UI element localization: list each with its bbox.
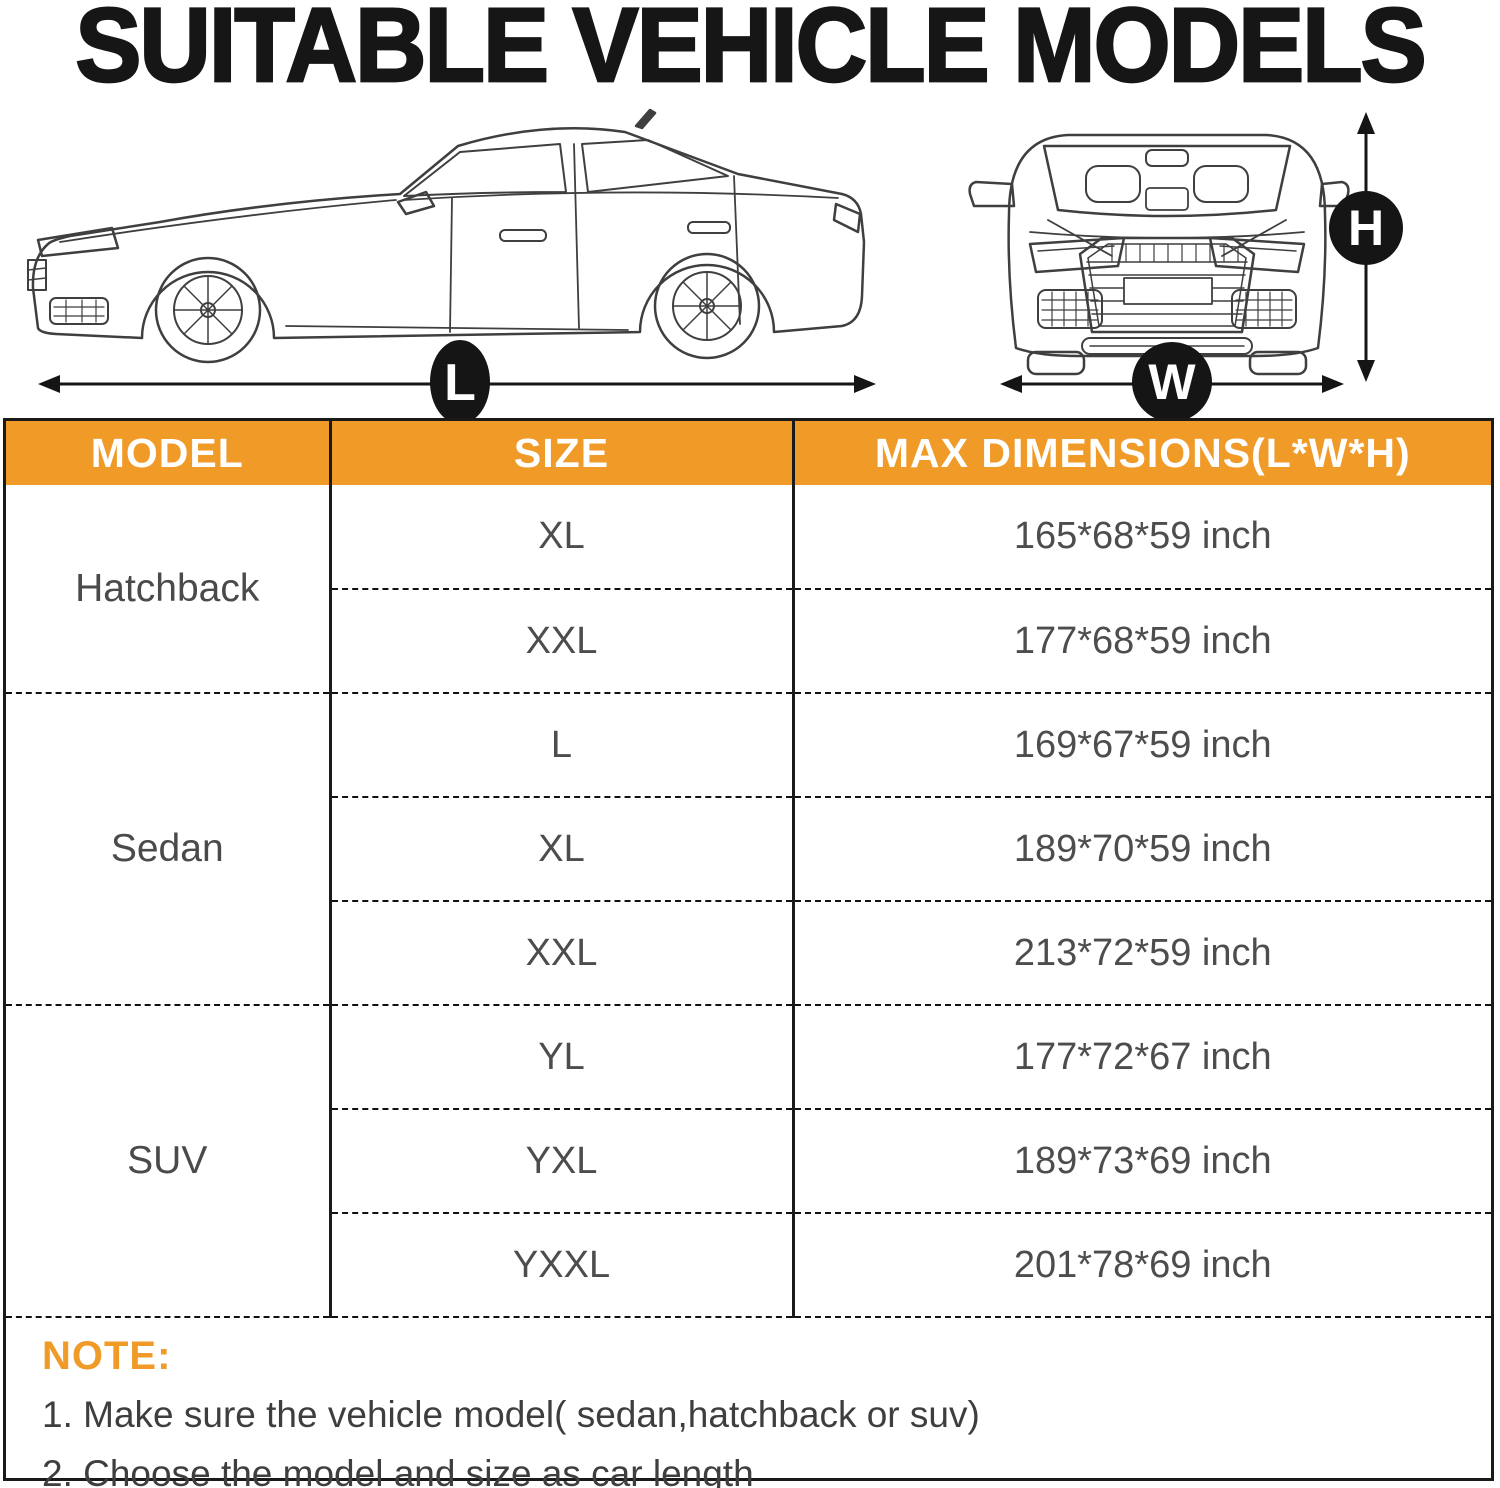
size-value: YXL [330, 1109, 795, 1214]
grille-outer [1078, 236, 1256, 334]
dimension-arrows: L W H [38, 112, 1403, 422]
table-row: YXXL 201*78*69 inch [6, 1213, 1491, 1318]
taillight [832, 202, 862, 234]
hood-crease [59, 199, 397, 243]
dimensions-value: 201*78*69 inch [793, 1213, 1491, 1318]
front-door-handle [499, 229, 547, 242]
hood-creases [1047, 219, 1287, 257]
dimensions-value: 189*70*59 inch [793, 797, 1491, 902]
right-headrest [1193, 165, 1249, 203]
size-value: YL [330, 1005, 795, 1110]
height-badge [1329, 191, 1403, 265]
left-fog-grille [1037, 289, 1103, 329]
car-front-view-drawing [968, 133, 1350, 376]
note-section: NOTE: 1. Make sure the vehicle model( se… [6, 1318, 1491, 1488]
size-value: YXXL [330, 1213, 795, 1318]
table-row: YXL 189*73*69 inch [6, 1109, 1491, 1214]
dimensions-value: 169*67*59 inch [793, 693, 1491, 798]
right-tire [1248, 350, 1308, 376]
rear-wheel [653, 252, 761, 360]
vehicle-dimension-diagram: L W H [27, 108, 1403, 422]
size-value: XXL [330, 901, 795, 1006]
arrowhead-left [1000, 375, 1022, 393]
arrowhead-top [1357, 112, 1375, 134]
header-size: SIZE [330, 421, 795, 485]
left-tire [1026, 350, 1086, 376]
front-grille-slats [27, 267, 47, 281]
arrowhead-right [1322, 375, 1344, 393]
table-row: Hatchback XL 165*68*59 inch [6, 485, 1491, 694]
table-header-row: MODEL SIZE MAX DIMENSIONS(L*W*H) [6, 421, 1491, 485]
beltline [403, 191, 839, 201]
left-headrest [1085, 165, 1141, 203]
right-fog-grille [1231, 289, 1297, 329]
note-item-1: 1. Make sure the vehicle model( sedan,ha… [42, 1394, 980, 1435]
right-fog-mesh [1235, 291, 1293, 327]
size-table: MODEL SIZE MAX DIMENSIONS(L*W*H) Hatchba… [6, 421, 1491, 1318]
rearview-mirror [1145, 149, 1189, 167]
table-row: XXL 177*68*59 inch [6, 589, 1491, 694]
car-body-outline [31, 126, 866, 340]
note-item-2: 2. Choose the model and size as car leng… [42, 1453, 754, 1488]
grille-mesh-ticks [1111, 243, 1239, 263]
right-headlight-line [1219, 245, 1297, 252]
dimensions-value: 177*72*67 inch [793, 1005, 1491, 1110]
center-console [1145, 187, 1189, 211]
length-arrow: L [38, 340, 876, 422]
left-headlight-line [1037, 245, 1115, 252]
side-mirror [396, 190, 436, 216]
table-row: SUV YL 177*72*67 inch [6, 1005, 1491, 1318]
left-side-mirror [968, 180, 1016, 208]
table-row: XL 189*70*59 inch [6, 797, 1491, 902]
model-sedan: Sedan [6, 693, 332, 1006]
width-badge [1132, 342, 1212, 422]
sill-line [285, 325, 629, 331]
dimensions-value: 189*73*69 inch [793, 1109, 1491, 1214]
length-badge [430, 340, 490, 422]
headlight [36, 226, 120, 258]
left-headlight [1028, 236, 1126, 274]
model-suv: SUV [6, 1005, 332, 1318]
length-badge-label: L [444, 354, 476, 412]
model-hatchback: Hatchback [6, 485, 332, 694]
size-value: XL [330, 485, 795, 590]
right-headlight [1208, 236, 1306, 274]
dimensions-value: 177*68*59 inch [793, 589, 1491, 694]
arrowhead-right [854, 375, 876, 393]
front-fog-intake [49, 297, 109, 325]
width-arrow: W [1000, 342, 1344, 422]
windshield [1042, 144, 1292, 218]
size-value: L [330, 693, 795, 798]
front-body-outline [1007, 133, 1327, 358]
front-grille [27, 259, 47, 291]
door-seams [449, 143, 741, 333]
rear-door-handle [687, 221, 731, 234]
rear-window [581, 139, 729, 193]
license-plate-area [1123, 277, 1213, 305]
fog-intake-mesh [53, 299, 105, 323]
antenna [634, 108, 657, 130]
page-title: SUITABLE VEHICLE MODELS [74, 0, 1428, 104]
height-arrow: H [1329, 112, 1403, 382]
car-side-view-drawing [27, 108, 866, 364]
header-model: MODEL [6, 421, 332, 485]
size-value: XL [330, 797, 795, 902]
height-badge-label: H [1348, 200, 1384, 256]
width-badge-label: W [1148, 354, 1196, 410]
header-dimensions: MAX DIMENSIONS(L*W*H) [793, 421, 1491, 485]
size-table-box: MODEL SIZE MAX DIMENSIONS(L*W*H) Hatchba… [3, 418, 1494, 1488]
table-row: XXL 213*72*59 inch [6, 901, 1491, 1006]
size-value: XXL [330, 589, 795, 694]
table-row: Sedan L 169*67*59 inch [6, 693, 1491, 1006]
arrowhead-left [38, 375, 60, 393]
front-wheel [154, 256, 262, 364]
dimensions-value: 213*72*59 inch [793, 901, 1491, 1006]
left-fog-mesh [1041, 291, 1099, 327]
note-label: NOTE: [42, 1334, 172, 1378]
dimensions-value: 165*68*59 inch [793, 485, 1491, 590]
arrowhead-bottom [1357, 360, 1375, 382]
